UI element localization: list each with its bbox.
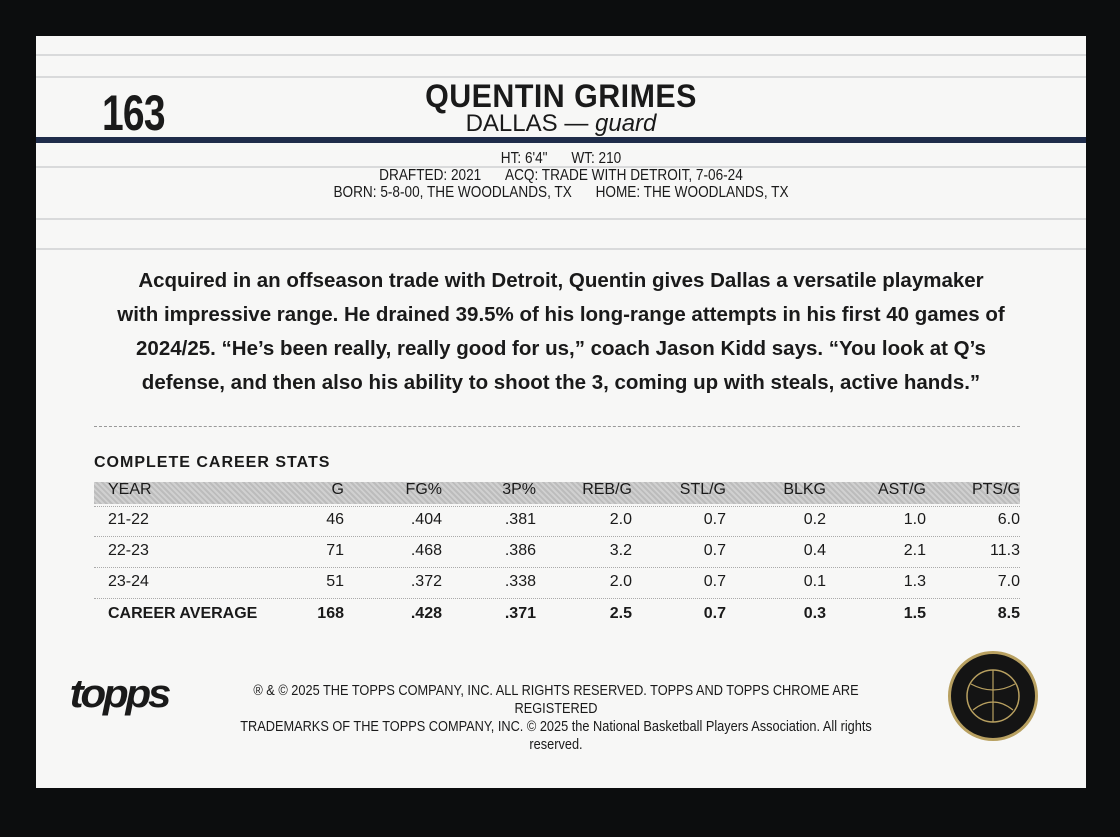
stat-cell: .371 [504,605,536,622]
topps-logo: topps [69,672,172,716]
stat-cell: 3P% [502,481,536,498]
stat-cell: 2.0 [609,573,632,590]
separator: — [564,110,589,137]
nbpa-seal-logo [948,651,1038,741]
stat-cell: 6.0 [997,511,1020,528]
stat-cell: FG% [405,481,442,498]
stat-cell: STL/G [679,481,726,498]
stat-cell: PTS/G [971,481,1020,498]
accent-bar [36,137,1086,143]
position: guard [595,110,657,137]
stat-cell: 22-23 [108,542,149,559]
team: DALLAS [465,110,558,137]
stat-cell: 1.5 [903,605,926,622]
divider [94,426,1020,427]
career-average-row: CAREER AVERAGE 168 .428 .371 2.5 0.7 0.3 1.5 8.5 [94,600,1020,630]
player-name: QUENTIN GRIMES [425,78,697,114]
stat-cell: 0.1 [803,573,826,590]
stat-cell: 168 [317,605,344,622]
stat-cell: 71 [326,542,344,559]
basketball-icon [966,669,1020,723]
wood-grain [36,76,1086,78]
stat-cell: 0.7 [703,542,726,559]
stat-cell: 7.0 [997,573,1020,590]
stat-cell: .372 [410,573,442,590]
wood-grain [36,218,1086,220]
stat-cell: 2.0 [609,511,632,528]
card-back: 163 QUENTIN GRIMES DALLAS — guard HT: 6'… [36,36,1086,788]
stat-cell: .404 [410,511,442,528]
stat-cell: 0.7 [703,511,726,528]
height: HT: 6'4" [500,150,548,167]
table-row: 23-24 51 .372 .338 2.0 0.7 0.1 1.3 7.0 [94,568,1020,599]
wood-grain [36,166,1086,168]
legal-line: ® & © 2025 THE TOPPS COMPANY, INC. ALL R… [253,683,859,717]
stat-cell: G [331,481,344,498]
stat-cell: 2.5 [609,605,632,622]
stat-cell: 2.1 [903,542,926,559]
bio-text: Acquired in an offseason trade with Detr… [117,269,1005,394]
born: BORN: 5-8-00, THE WOODLANDS, TX [333,184,572,201]
stat-cell: 1.0 [903,511,926,528]
acquired: ACQ: TRADE WITH DETROIT, 7-06-24 [505,167,743,184]
stats-title: COMPLETE CAREER STATS [94,454,331,471]
card-number: 163 [102,85,166,141]
stat-cell: .468 [410,542,442,559]
stats-header [94,482,1020,504]
stat-cell: 3.2 [609,542,632,559]
weight: WT: 210 [571,150,622,167]
stat-cell: 0.2 [803,511,826,528]
table-row: 22-23 71 .468 .386 3.2 0.7 0.4 2.1 11.3 [94,537,1020,568]
stat-cell: .386 [504,542,536,559]
legal-line: TRADEMARKS OF THE TOPPS COMPANY, INC. © … [240,719,872,753]
stat-cell: REB/G [582,481,632,498]
team-position: DALLAS — guard [36,110,1086,138]
stats-header-row: YEAR G FG% 3P% REB/G STL/G BLKG AST/G PTS/G [94,476,1020,507]
stat-cell: AST/G [877,481,926,498]
drafted: DRAFTED: 2021 [379,167,482,184]
stat-cell: 51 [326,573,344,590]
wood-grain [36,54,1086,56]
stat-cell: 8.5 [997,605,1020,622]
stat-cell: CAREER AVERAGE [108,605,258,622]
vitals: HT: 6'4" WT: 210 DRAFTED: 2021 ACQ: TRADE … [115,150,1008,201]
stat-cell: YEAR [108,481,152,498]
stat-cell: 23-24 [108,573,149,590]
stat-cell: .338 [504,573,536,590]
stat-cell: 0.4 [803,542,826,559]
stat-cell: 11.3 [990,542,1020,559]
stat-cell: BLKG [783,481,826,498]
table-row: 21-22 46 .404 .381 2.0 0.7 0.2 1.0 6.0 [94,506,1020,537]
stat-cell: 1.3 [903,573,926,590]
stat-cell: 46 [326,511,344,528]
stat-cell: 0.3 [803,605,826,622]
wood-grain [36,248,1086,250]
stat-cell: 0.7 [703,573,726,590]
stat-cell: .428 [410,605,442,622]
stat-cell: 21-22 [108,511,149,528]
home: HOME: THE WOODLANDS, TX [595,184,789,201]
stat-cell: .381 [504,511,536,528]
stat-cell: 0.7 [703,605,726,622]
legal-text: ® & © 2025 THE TOPPS COMPANY, INC. ALL R… [222,682,891,754]
